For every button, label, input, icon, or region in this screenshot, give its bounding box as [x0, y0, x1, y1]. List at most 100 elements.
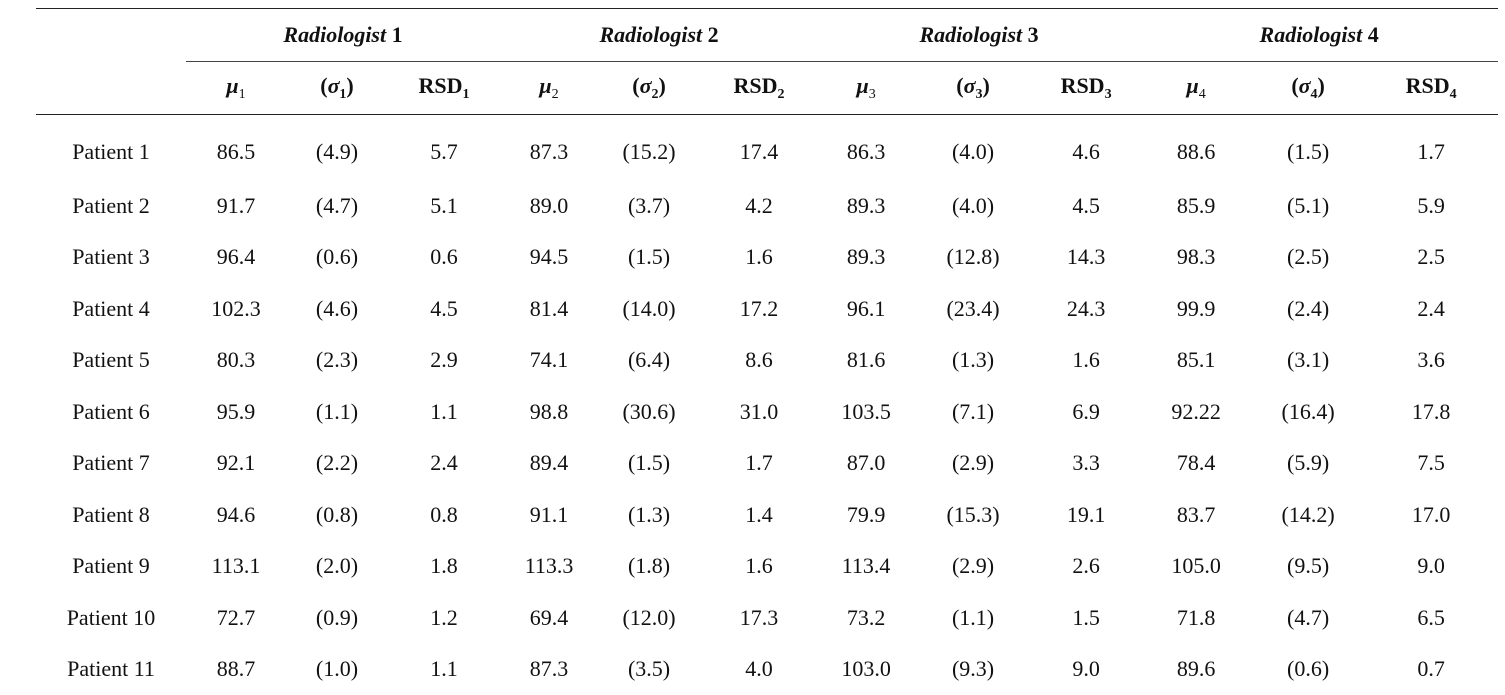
- cell-rsd-4: 7.5: [1364, 438, 1498, 490]
- sigma-2-header: (σ2): [598, 62, 700, 115]
- cell-mu-2: 87.3: [500, 644, 598, 695]
- cell-mu-1: 80.3: [186, 335, 286, 387]
- patient-label: Patient 3: [36, 232, 186, 284]
- cell-sigma-2: (6.4): [598, 335, 700, 387]
- cell-mu-4: 85.1: [1140, 335, 1252, 387]
- cell-sigma-1: (4.9): [286, 115, 388, 181]
- cell-sigma-4: (0.6): [1252, 644, 1364, 695]
- radiologist-2-header: Radiologist 2: [500, 9, 818, 62]
- cell-mu-3: 73.2: [818, 592, 914, 644]
- cell-sigma-3: (12.8): [914, 232, 1032, 284]
- sigma-4-header: (σ4): [1252, 62, 1364, 115]
- cell-mu-3: 89.3: [818, 232, 914, 284]
- cell-sigma-1: (4.6): [286, 283, 388, 335]
- cell-rsd-2: 4.0: [700, 644, 818, 695]
- cell-sigma-1: (1.0): [286, 644, 388, 695]
- patient-label: Patient 11: [36, 644, 186, 695]
- cell-rsd-3: 9.0: [1032, 644, 1140, 695]
- cell-mu-3: 103.5: [818, 386, 914, 438]
- cell-rsd-1: 5.1: [388, 180, 500, 232]
- radiologist-4-number: 4: [1368, 22, 1379, 47]
- cell-sigma-2: (3.7): [598, 180, 700, 232]
- cell-sigma-1: (2.2): [286, 438, 388, 490]
- cell-sigma-2: (12.0): [598, 592, 700, 644]
- rsd-2-header: RSD2: [700, 62, 818, 115]
- cell-sigma-1: (1.1): [286, 386, 388, 438]
- cell-mu-3: 113.4: [818, 541, 914, 593]
- mu-4-header: μ4: [1140, 62, 1252, 115]
- cell-sigma-4: (2.4): [1252, 283, 1364, 335]
- cell-rsd-3: 1.5: [1032, 592, 1140, 644]
- cell-mu-3: 81.6: [818, 335, 914, 387]
- cell-rsd-1: 1.8: [388, 541, 500, 593]
- cell-rsd-4: 5.9: [1364, 180, 1498, 232]
- cell-mu-4: 71.8: [1140, 592, 1252, 644]
- cell-mu-2: 89.4: [500, 438, 598, 490]
- cell-sigma-2: (30.6): [598, 386, 700, 438]
- cell-rsd-1: 4.5: [388, 283, 500, 335]
- cell-sigma-1: (0.6): [286, 232, 388, 284]
- patient-label: Patient 4: [36, 283, 186, 335]
- radiologist-4-header: Radiologist 4: [1140, 9, 1498, 62]
- cell-rsd-3: 4.6: [1032, 115, 1140, 181]
- cell-mu-4: 88.6: [1140, 115, 1252, 181]
- cell-sigma-4: (9.5): [1252, 541, 1364, 593]
- cell-mu-1: 94.6: [186, 489, 286, 541]
- cell-mu-4: 105.0: [1140, 541, 1252, 593]
- cell-rsd-4: 3.6: [1364, 335, 1498, 387]
- rsd-1-header: RSD1: [388, 62, 500, 115]
- cell-mu-2: 91.1: [500, 489, 598, 541]
- cell-rsd-2: 8.6: [700, 335, 818, 387]
- cell-sigma-3: (2.9): [914, 438, 1032, 490]
- cell-rsd-3: 4.5: [1032, 180, 1140, 232]
- cell-rsd-2: 1.6: [700, 232, 818, 284]
- cell-mu-4: 98.3: [1140, 232, 1252, 284]
- cell-sigma-2: (1.5): [598, 438, 700, 490]
- cell-rsd-4: 2.4: [1364, 283, 1498, 335]
- cell-sigma-3: (23.4): [914, 283, 1032, 335]
- cell-mu-4: 99.9: [1140, 283, 1252, 335]
- cell-mu-4: 85.9: [1140, 180, 1252, 232]
- cell-rsd-1: 1.1: [388, 386, 500, 438]
- cell-sigma-2: (15.2): [598, 115, 700, 181]
- cell-rsd-3: 3.3: [1032, 438, 1140, 490]
- cell-rsd-4: 17.0: [1364, 489, 1498, 541]
- cell-rsd-2: 17.4: [700, 115, 818, 181]
- cell-mu-1: 86.5: [186, 115, 286, 181]
- cell-sigma-4: (4.7): [1252, 592, 1364, 644]
- cell-sigma-3: (4.0): [914, 180, 1032, 232]
- radiologist-1-header: Radiologist 1: [186, 9, 500, 62]
- cell-mu-4: 89.6: [1140, 644, 1252, 695]
- cell-rsd-2: 4.2: [700, 180, 818, 232]
- cell-mu-3: 86.3: [818, 115, 914, 181]
- cell-sigma-1: (0.8): [286, 489, 388, 541]
- cell-mu-1: 91.7: [186, 180, 286, 232]
- cell-sigma-4: (3.1): [1252, 335, 1364, 387]
- cell-sigma-3: (4.0): [914, 115, 1032, 181]
- cell-sigma-2: (1.8): [598, 541, 700, 593]
- cell-rsd-2: 17.2: [700, 283, 818, 335]
- cell-rsd-1: 2.9: [388, 335, 500, 387]
- cell-sigma-2: (1.5): [598, 232, 700, 284]
- corner-cell: [36, 9, 186, 62]
- cell-sigma-2: (1.3): [598, 489, 700, 541]
- patient-column-header: [36, 62, 186, 115]
- cell-mu-2: 94.5: [500, 232, 598, 284]
- cell-rsd-2: 31.0: [700, 386, 818, 438]
- sigma-1-header: (σ1): [286, 62, 388, 115]
- cell-sigma-4: (14.2): [1252, 489, 1364, 541]
- cell-sigma-1: (2.0): [286, 541, 388, 593]
- cell-sigma-4: (5.1): [1252, 180, 1364, 232]
- cell-rsd-3: 1.6: [1032, 335, 1140, 387]
- radiologist-3-header: Radiologist 3: [818, 9, 1140, 62]
- cell-mu-3: 96.1: [818, 283, 914, 335]
- cell-sigma-2: (14.0): [598, 283, 700, 335]
- radiologist-3-number: 3: [1028, 22, 1039, 47]
- cell-rsd-1: 1.1: [388, 644, 500, 695]
